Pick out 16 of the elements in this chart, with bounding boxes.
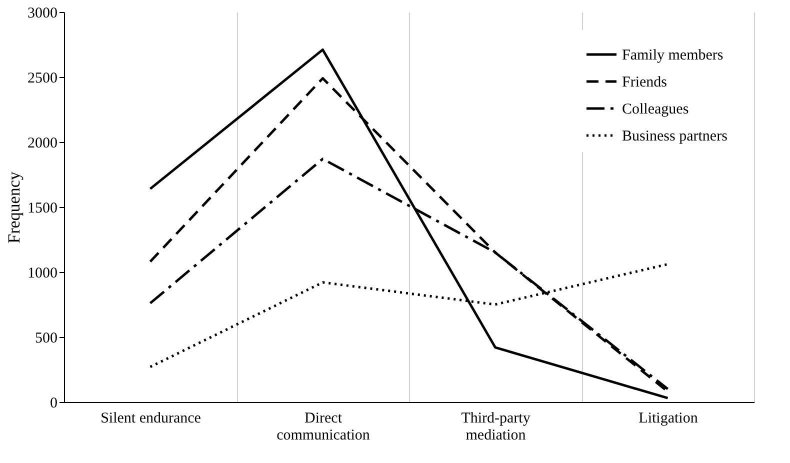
x-tick-label: Litigation: [638, 410, 698, 426]
y-tick-label: 0: [50, 396, 58, 412]
x-tick-label: Third-party mediation: [461, 410, 531, 444]
y-tick-label: 500: [35, 330, 58, 346]
y-tick-label: 1500: [28, 200, 58, 216]
y-tick-label: 1000: [28, 266, 58, 282]
y-tick-label: 3000: [28, 6, 58, 22]
legend-label: Colleagues: [622, 102, 689, 118]
x-tick-label: Direct communication: [276, 410, 370, 444]
y-tick-label: 2500: [28, 70, 58, 86]
x-tick-label: Silent endurance: [100, 410, 202, 426]
y-axis-title: Frequency: [4, 171, 24, 244]
legend-label: Friends: [622, 74, 668, 90]
y-tick-label: 2000: [28, 136, 58, 152]
legend-label: Family members: [622, 48, 724, 64]
legend-label: Business partners: [622, 128, 728, 144]
